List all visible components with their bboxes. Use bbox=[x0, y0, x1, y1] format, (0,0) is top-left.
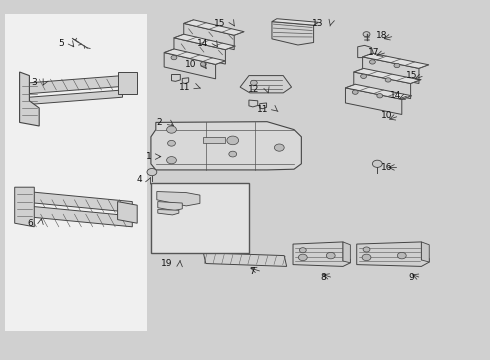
Text: 10: 10 bbox=[185, 60, 196, 69]
Polygon shape bbox=[158, 210, 179, 215]
Polygon shape bbox=[20, 72, 39, 126]
Circle shape bbox=[372, 160, 382, 167]
Text: 14: 14 bbox=[391, 91, 402, 100]
Polygon shape bbox=[357, 242, 429, 266]
Text: 6: 6 bbox=[27, 219, 33, 228]
Text: 13: 13 bbox=[312, 19, 323, 28]
Polygon shape bbox=[272, 19, 319, 25]
Circle shape bbox=[299, 248, 306, 253]
Text: 9: 9 bbox=[408, 274, 414, 282]
Circle shape bbox=[369, 60, 375, 64]
Circle shape bbox=[171, 55, 177, 60]
Circle shape bbox=[397, 252, 406, 259]
Polygon shape bbox=[354, 72, 411, 99]
Polygon shape bbox=[249, 100, 258, 107]
Polygon shape bbox=[260, 103, 267, 109]
Text: 12: 12 bbox=[248, 85, 260, 94]
Polygon shape bbox=[164, 49, 225, 64]
Polygon shape bbox=[203, 253, 287, 266]
Text: 4: 4 bbox=[137, 175, 142, 184]
Text: 15: 15 bbox=[406, 71, 417, 80]
Polygon shape bbox=[20, 191, 132, 212]
Polygon shape bbox=[421, 242, 429, 262]
Polygon shape bbox=[158, 202, 182, 211]
Text: 2: 2 bbox=[156, 118, 162, 127]
Circle shape bbox=[363, 247, 370, 252]
Polygon shape bbox=[293, 242, 350, 266]
Circle shape bbox=[167, 157, 176, 164]
Circle shape bbox=[227, 136, 239, 145]
Text: 10: 10 bbox=[381, 111, 392, 120]
Text: 19: 19 bbox=[161, 259, 172, 268]
Polygon shape bbox=[174, 38, 225, 64]
Bar bbox=[5, 14, 147, 331]
Polygon shape bbox=[184, 20, 244, 35]
Polygon shape bbox=[272, 22, 314, 45]
Text: 15: 15 bbox=[214, 19, 225, 28]
Bar bbox=[147, 9, 484, 344]
Polygon shape bbox=[363, 57, 419, 84]
Text: 11: 11 bbox=[257, 105, 269, 114]
Circle shape bbox=[147, 168, 157, 176]
Polygon shape bbox=[157, 192, 200, 206]
Polygon shape bbox=[240, 76, 292, 93]
Text: 1: 1 bbox=[146, 152, 152, 161]
Polygon shape bbox=[118, 202, 137, 223]
Circle shape bbox=[377, 94, 383, 98]
Polygon shape bbox=[29, 76, 122, 94]
Circle shape bbox=[326, 252, 335, 259]
Bar bbox=[151, 183, 249, 253]
Polygon shape bbox=[174, 34, 235, 50]
Text: 18: 18 bbox=[376, 31, 387, 40]
Polygon shape bbox=[118, 72, 137, 94]
Circle shape bbox=[298, 254, 307, 261]
Polygon shape bbox=[164, 53, 216, 79]
Polygon shape bbox=[358, 45, 373, 58]
Circle shape bbox=[385, 78, 391, 82]
Circle shape bbox=[394, 63, 400, 68]
Circle shape bbox=[352, 90, 358, 94]
Polygon shape bbox=[15, 187, 34, 227]
Text: 11: 11 bbox=[179, 83, 190, 91]
Circle shape bbox=[362, 254, 371, 261]
Polygon shape bbox=[345, 84, 412, 99]
Text: 8: 8 bbox=[320, 274, 326, 282]
Polygon shape bbox=[345, 88, 402, 114]
Circle shape bbox=[250, 80, 257, 85]
Text: 3: 3 bbox=[31, 77, 37, 86]
Circle shape bbox=[200, 62, 206, 66]
Text: 17: 17 bbox=[368, 48, 380, 57]
Polygon shape bbox=[20, 205, 132, 227]
Polygon shape bbox=[343, 242, 350, 263]
Circle shape bbox=[363, 32, 370, 37]
Polygon shape bbox=[172, 75, 180, 81]
Text: 14: 14 bbox=[197, 40, 208, 49]
Polygon shape bbox=[184, 23, 234, 50]
Circle shape bbox=[229, 151, 237, 157]
Polygon shape bbox=[29, 90, 122, 104]
Circle shape bbox=[274, 144, 284, 151]
Text: 7: 7 bbox=[249, 267, 255, 276]
Circle shape bbox=[361, 74, 367, 78]
Polygon shape bbox=[151, 122, 301, 170]
Circle shape bbox=[167, 126, 176, 133]
Circle shape bbox=[168, 140, 175, 146]
Bar bbox=[203, 137, 225, 143]
Text: 16: 16 bbox=[381, 163, 392, 172]
Text: 5: 5 bbox=[58, 39, 64, 48]
Polygon shape bbox=[354, 68, 420, 84]
Polygon shape bbox=[182, 78, 189, 84]
Polygon shape bbox=[363, 53, 429, 68]
